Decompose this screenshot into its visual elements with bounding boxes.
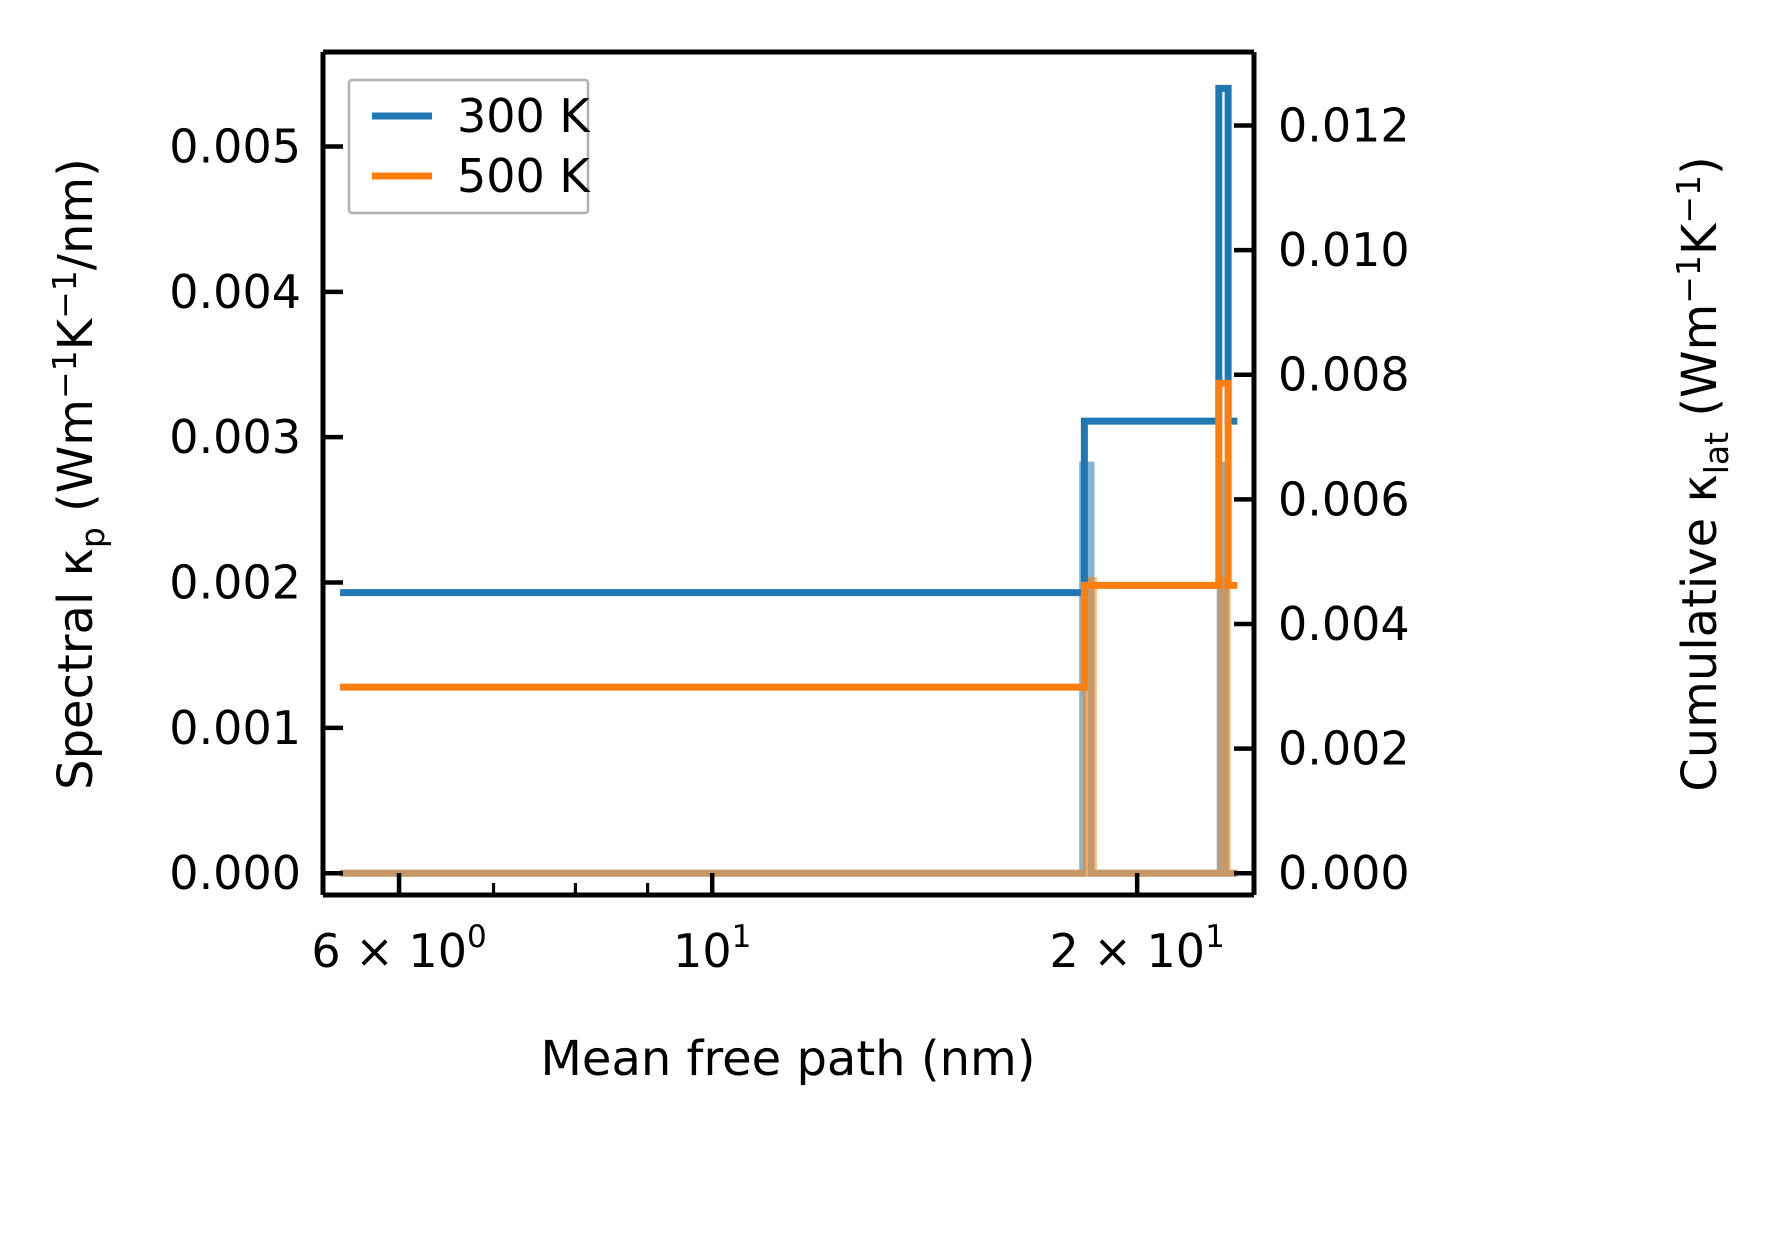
- y-right-label-unit-open: (Wm: [1672, 304, 1728, 432]
- y-left-tick-label: 0.002: [169, 556, 301, 610]
- y-right-label-sub: lat: [1697, 432, 1736, 474]
- x-tick-label: 2 × 101: [1049, 919, 1224, 978]
- y-left-tick-label: 0.000: [169, 846, 301, 900]
- y-left-tick-label: 0.001: [169, 701, 301, 755]
- y-right-label-unit-close: ): [1672, 156, 1728, 175]
- y-left-label-unit-mid: K: [48, 317, 104, 350]
- x-axis-tick-labels: 6 × 100 101 2 × 101: [311, 919, 1224, 978]
- x-axis-ticks: [396, 873, 1140, 895]
- y-right-label-exp2: −1: [1669, 175, 1708, 224]
- y-axis-right-tick-labels: 0.000 0.002 0.004 0.006 0.008 0.010 0.012: [1278, 99, 1410, 901]
- series-cumulative-500k: [340, 576, 1238, 877]
- y-right-label-exp1: −1: [1669, 255, 1708, 304]
- legend-label-500k: 500 K: [457, 149, 591, 203]
- y-left-label-main: Spectral κ: [48, 548, 104, 790]
- svg-text:Cumulative κlat (Wm−1K−1): Cumulative κlat (Wm−1K−1): [1669, 156, 1736, 792]
- y-right-tick-label: 0.012: [1278, 99, 1410, 153]
- legend-entries: 300 K 500 K: [372, 89, 591, 203]
- chart-legend[interactable]: 300 K 500 K: [347, 78, 591, 215]
- y-right-tick-label: 0.002: [1278, 722, 1410, 776]
- y-right-tick-label: 0.006: [1278, 472, 1410, 526]
- y-right-label-unit-mid: K: [1672, 222, 1728, 255]
- x-axis-label: Mean free path (nm): [541, 1031, 1036, 1087]
- y-left-tick-label: 0.003: [169, 410, 301, 464]
- y-left-tick-label: 0.004: [169, 265, 301, 319]
- y-axis-left-tick-labels: 0.000 0.001 0.002 0.003 0.004 0.005: [169, 119, 301, 900]
- series-layer: [340, 84, 1238, 877]
- y-right-tick-label: 0.004: [1278, 597, 1410, 651]
- y-left-label-unit-open: (Wm: [48, 399, 104, 527]
- legend-label-300k: 300 K: [457, 89, 591, 143]
- series-spectral-500k: [340, 379, 1238, 691]
- y-left-tick-label: 0.005: [169, 119, 301, 173]
- y-left-label-exp1: −1: [45, 350, 84, 399]
- x-tick-label: 101: [673, 919, 751, 978]
- y-right-tick-label: 0.008: [1278, 348, 1410, 402]
- y-right-tick-label: 0.000: [1278, 846, 1410, 900]
- y-axis-right-label: Cumulative κlat (Wm−1K−1): [1669, 156, 1736, 792]
- y-axis-left-label: Spectral κp (Wm−1K−1/nm): [45, 158, 112, 790]
- y-left-label-exp2: −1: [45, 270, 84, 319]
- y-right-label-main: Cumulative κ: [1672, 474, 1728, 792]
- x-tick-label: 6 × 100: [311, 919, 486, 978]
- y-left-label-unit-close: /nm): [48, 158, 104, 270]
- axis-spines: [320, 49, 1257, 898]
- y-right-tick-label: 0.010: [1278, 223, 1410, 277]
- svg-text:Spectral κp (Wm−1K−1/nm): Spectral κp (Wm−1K−1/nm): [45, 158, 112, 790]
- y-axis-right-ticks: [1234, 123, 1254, 876]
- y-left-label-sub: p: [73, 527, 112, 548]
- y-axis-left-ticks: [323, 144, 343, 876]
